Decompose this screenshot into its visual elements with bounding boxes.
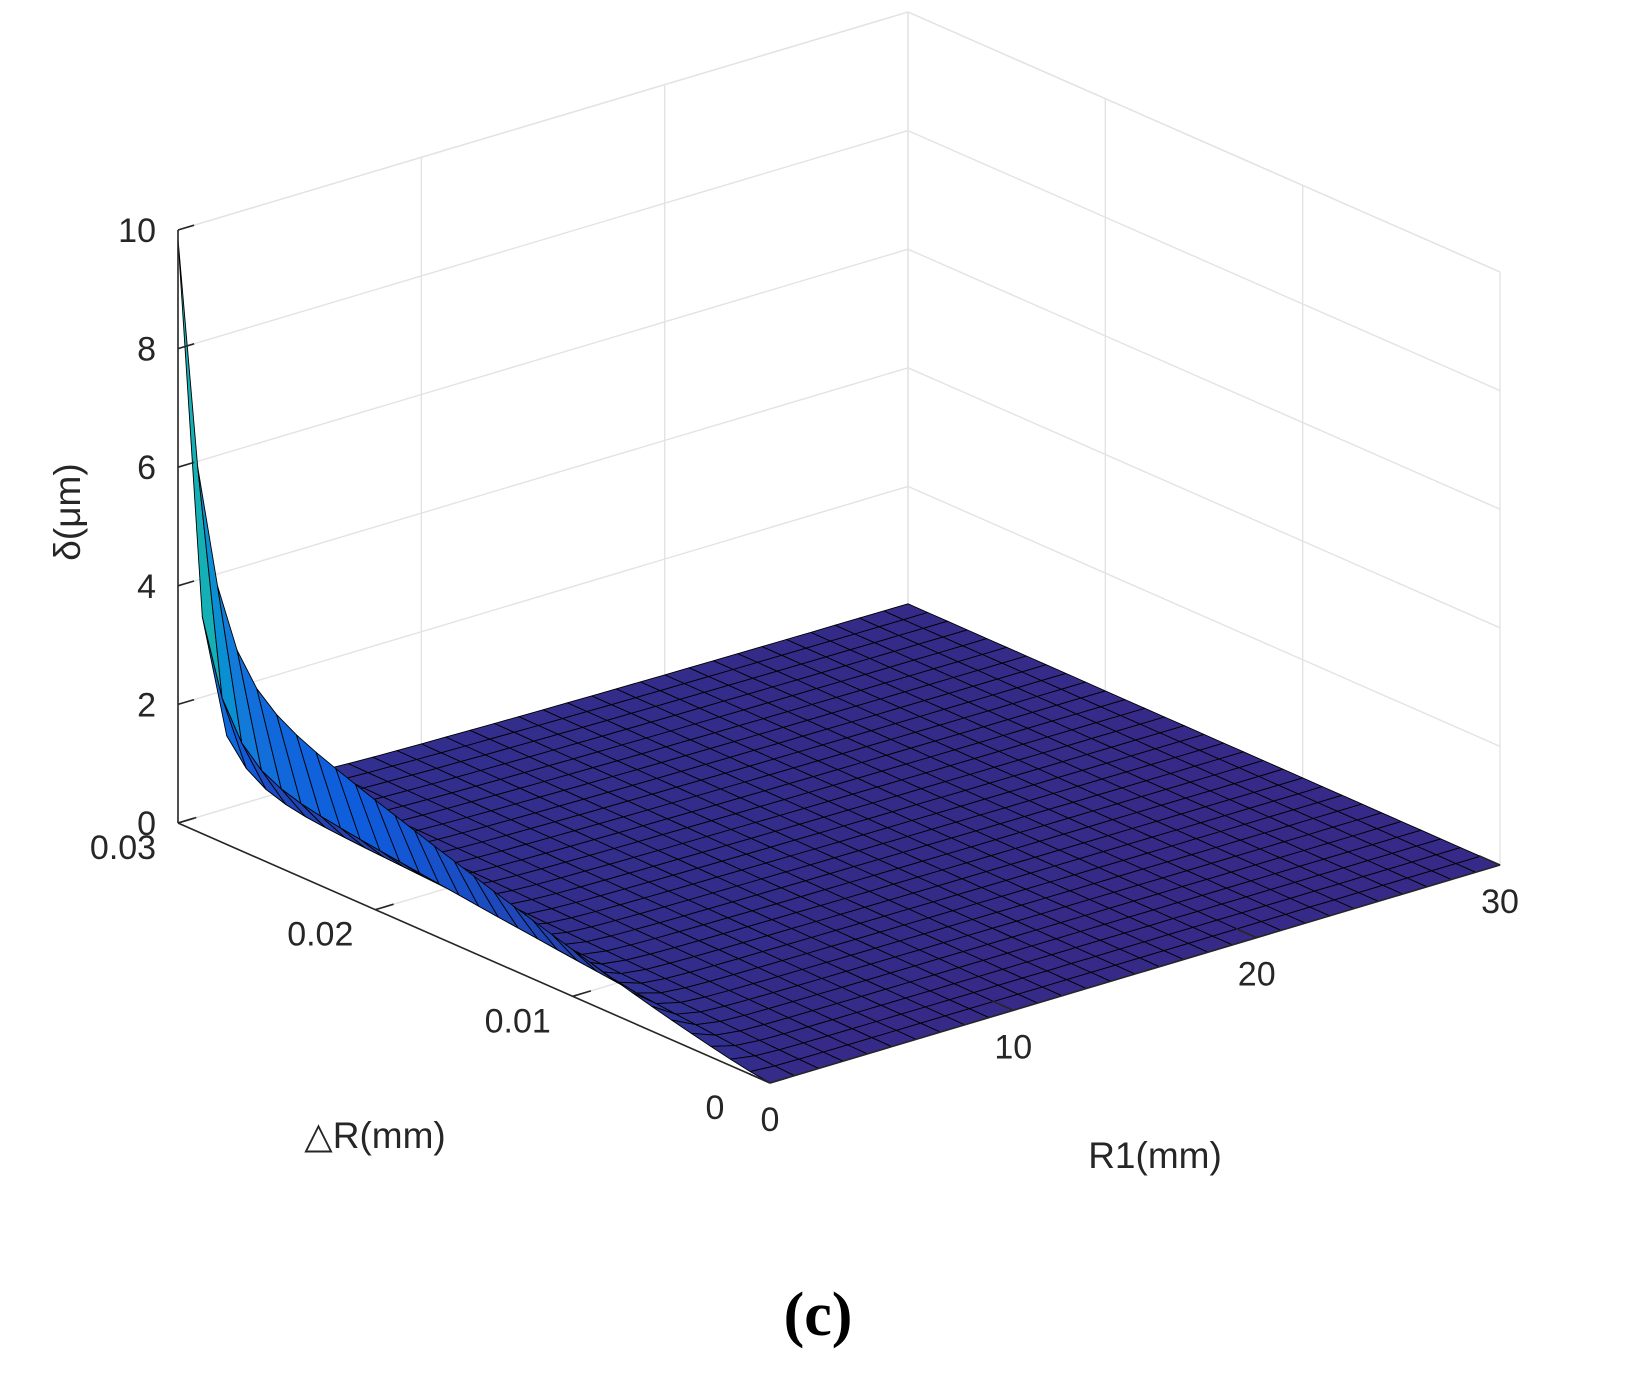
z-tick-mark [177,580,195,587]
x-axis-label: R1(mm) [1088,1135,1222,1176]
x-tick-mark [748,1073,771,1084]
x-tick-label: 0 [761,1101,780,1139]
y-axis-line [177,822,771,1084]
z-tick-label: 2 [137,686,156,724]
x-tick-label: 20 [1238,956,1276,994]
z-tick-mark [177,343,195,350]
y-tick-label: 0 [706,1089,725,1127]
x-tick-label: 30 [1481,883,1519,921]
y-tick-label: 0.01 [485,1002,551,1040]
box-edge-top-side [907,11,1501,273]
grid-line-z-side [907,248,1501,510]
grid-line-z-side [907,367,1501,629]
y-tick-mark [375,903,394,911]
y-axis-label: △R(mm) [304,1115,445,1156]
grid-line-z-back [177,485,909,706]
z-tick-label: 0 [137,805,156,843]
y-tick-mark [769,1076,789,1084]
x-tick-mark [1235,927,1258,939]
surface-mesh [177,238,1501,1084]
z-tick-label: 10 [118,212,156,250]
grid-line-z-side [907,485,1501,748]
box-edge-top-back [177,11,909,231]
panel-label: (c) [784,1281,853,1349]
grid-line-z-back [177,248,909,468]
tick-marks [177,224,1501,1084]
x-tick-mark [992,1000,1014,1012]
z-tick-mark [177,224,195,231]
x-axis-line [769,864,1501,1084]
x-tick-label: 10 [994,1028,1032,1066]
z-axis-label: δ(μm) [47,463,88,560]
z-tick-mark [177,461,195,468]
y-tick-label: 0.02 [287,916,353,954]
grid-line-z-side [907,129,1501,392]
z-tick-label: 6 [137,449,156,487]
y-tick-mark [572,990,592,998]
z-tick-mark [177,817,195,824]
z-tick-mark [177,698,195,706]
grid-line-z-back [177,367,909,587]
y-tick-label: 0.03 [90,829,156,867]
axes [177,230,1501,1084]
grid-line-z-back [177,129,909,350]
z-tick-label: 8 [137,331,156,369]
x-tick-mark [1478,855,1501,866]
z-tick-label: 4 [137,568,156,606]
